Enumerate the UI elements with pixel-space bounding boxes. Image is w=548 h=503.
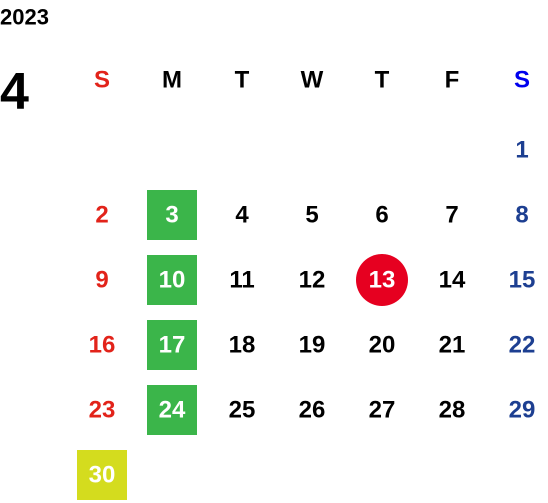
day-highlight xyxy=(147,255,197,305)
day: 8 xyxy=(515,202,528,229)
day: 7 xyxy=(445,202,458,229)
year: 2023 xyxy=(0,5,49,30)
day: 30 xyxy=(89,462,116,489)
day: 13 xyxy=(369,267,396,294)
weekday-label: T xyxy=(375,67,390,94)
day-highlight xyxy=(77,450,127,500)
day: 25 xyxy=(229,397,256,424)
day: 23 xyxy=(89,397,116,424)
day: 2 xyxy=(95,202,108,229)
day: 26 xyxy=(299,397,326,424)
day: 16 xyxy=(89,332,116,359)
day: 20 xyxy=(369,332,396,359)
day: 11 xyxy=(229,267,254,294)
day: 4 xyxy=(235,202,249,229)
day: 6 xyxy=(375,202,388,229)
weekday-label: W xyxy=(301,67,324,94)
day-highlight xyxy=(147,385,197,435)
day: 5 xyxy=(305,202,318,229)
weekday-label: T xyxy=(235,67,250,94)
weekday-label: M xyxy=(162,67,182,94)
day: 27 xyxy=(369,397,396,424)
day: 10 xyxy=(159,267,186,294)
day: 17 xyxy=(159,332,186,359)
weekday-label: F xyxy=(445,67,460,94)
weekday-label: S xyxy=(514,67,530,94)
day: 19 xyxy=(299,332,326,359)
day: 3 xyxy=(165,202,178,229)
day: 21 xyxy=(439,332,466,359)
day: 9 xyxy=(95,267,108,294)
day: 14 xyxy=(439,267,466,294)
today-marker xyxy=(356,254,408,306)
day: 24 xyxy=(159,397,186,424)
day: 22 xyxy=(509,332,536,359)
day: 1 xyxy=(515,137,528,164)
day-highlight xyxy=(147,190,197,240)
day: 28 xyxy=(439,397,466,424)
day-highlight xyxy=(147,320,197,370)
day: 12 xyxy=(299,267,326,294)
month: 4 xyxy=(0,63,29,121)
weekday-label: S xyxy=(94,67,110,94)
day: 29 xyxy=(509,397,536,424)
day: 15 xyxy=(509,267,536,294)
day: 18 xyxy=(229,332,256,359)
